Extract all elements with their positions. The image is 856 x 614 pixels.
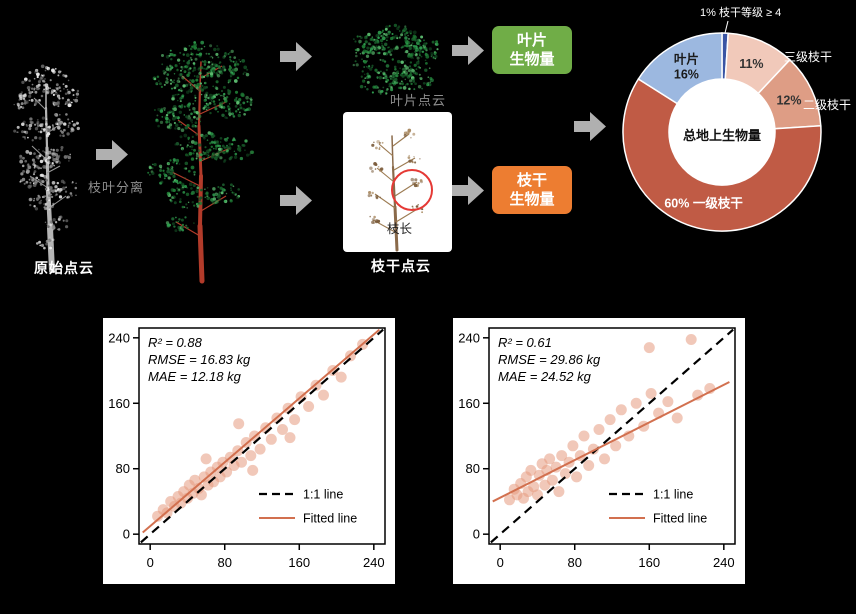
branch-biomass-box-line2: 生物量 bbox=[509, 191, 555, 208]
arrow-right-icon bbox=[452, 36, 484, 65]
arrow-right-icon bbox=[574, 112, 606, 141]
scatter-right-chart: 0 0 80 80 160 160 240 240 R² = 0.61 RMSE = 29.86 … bbox=[458, 327, 736, 570]
donut-label-grade3: 三级枝干 bbox=[784, 50, 833, 64]
leaf-point-cloud-image bbox=[352, 23, 439, 95]
svg-text:R² = 0.88: R² = 0.88 bbox=[148, 335, 203, 350]
svg-text:1:1 line: 1:1 line bbox=[303, 488, 343, 502]
svg-text:240: 240 bbox=[108, 330, 130, 345]
leaf-biomass-box: 叶片 生物量 bbox=[492, 26, 572, 74]
svg-text:0: 0 bbox=[147, 555, 154, 570]
svg-text:240: 240 bbox=[713, 555, 735, 570]
svg-text:Fitted line: Fitted line bbox=[653, 512, 707, 526]
svg-text:240: 240 bbox=[458, 330, 480, 345]
svg-text:240: 240 bbox=[363, 555, 385, 570]
branch-biomass-box: 枝干 生物量 bbox=[492, 166, 572, 214]
svg-text:0: 0 bbox=[123, 527, 130, 542]
svg-text:Fitted line: Fitted line bbox=[303, 512, 357, 526]
arrow-right-icon bbox=[96, 140, 128, 169]
svg-text:80: 80 bbox=[116, 461, 130, 476]
scatter-panel-left: 0 0 80 80 160 160 240 240 R² = 0.88 RMSE = 16.83 … bbox=[103, 318, 395, 584]
branch-length-label: 枝长 bbox=[387, 222, 413, 236]
svg-text:MAE = 12.18 kg: MAE = 12.18 kg bbox=[148, 369, 242, 384]
original-point-cloud-label: 原始点云 bbox=[34, 260, 94, 276]
svg-text:80: 80 bbox=[466, 461, 480, 476]
svg-text:160: 160 bbox=[288, 555, 310, 570]
leaf-point-cloud-label: 叶片点云 bbox=[390, 93, 447, 108]
branch-leaf-separation-label: 枝叶分离 bbox=[88, 180, 145, 195]
leaf-biomass-box-line1: 叶片 bbox=[516, 31, 547, 49]
scatter-panel-right: 0 0 80 80 160 160 240 240 R² = 0.61 RMSE = 29.86 … bbox=[453, 318, 745, 584]
arrow-right-icon bbox=[452, 176, 484, 205]
svg-text:0: 0 bbox=[497, 555, 504, 570]
svg-text:80: 80 bbox=[567, 555, 581, 570]
svg-text:叶片: 叶片 bbox=[674, 52, 699, 67]
branch-point-cloud-label: 枝干点云 bbox=[371, 258, 431, 274]
svg-text:0: 0 bbox=[473, 527, 480, 542]
svg-text:60% 一级枝干: 60% 一级枝干 bbox=[664, 196, 743, 211]
svg-text:160: 160 bbox=[108, 396, 130, 411]
svg-text:11%: 11% bbox=[739, 57, 763, 71]
svg-text:12%: 12% bbox=[776, 94, 801, 108]
arrow-right-icon bbox=[280, 186, 312, 215]
svg-text:RMSE = 29.86 kg: RMSE = 29.86 kg bbox=[498, 352, 601, 367]
svg-text:1:1 line: 1:1 line bbox=[653, 488, 693, 502]
leaf-biomass-box-line2: 生物量 bbox=[509, 51, 555, 68]
svg-text:160: 160 bbox=[458, 396, 480, 411]
donut-center-label: 总地上生物量 bbox=[682, 128, 761, 143]
donut-label-grade2: 二级枝干 bbox=[803, 98, 852, 112]
scatter-left-chart: 0 0 80 80 160 160 240 240 R² = 0.88 RMSE = 16.83 … bbox=[108, 327, 386, 570]
original-point-cloud-image bbox=[13, 64, 80, 273]
donut-label-grade4: 1% 枝干等级 ≥ 4 bbox=[700, 7, 782, 19]
branch-skeleton-image bbox=[367, 128, 433, 252]
separated-tree-image bbox=[147, 40, 255, 284]
arrow-right-icon bbox=[280, 42, 312, 71]
svg-text:RMSE = 16.83 kg: RMSE = 16.83 kg bbox=[148, 352, 251, 367]
svg-text:MAE = 24.52 kg: MAE = 24.52 kg bbox=[498, 369, 592, 384]
branch-biomass-box-line1: 枝干 bbox=[516, 171, 547, 189]
svg-text:160: 160 bbox=[638, 555, 660, 570]
branch-point-cloud-card: 枝长 bbox=[343, 112, 452, 252]
svg-text:80: 80 bbox=[217, 555, 231, 570]
svg-text:R² = 0.61: R² = 0.61 bbox=[498, 335, 552, 350]
svg-text:16%: 16% bbox=[674, 68, 699, 82]
